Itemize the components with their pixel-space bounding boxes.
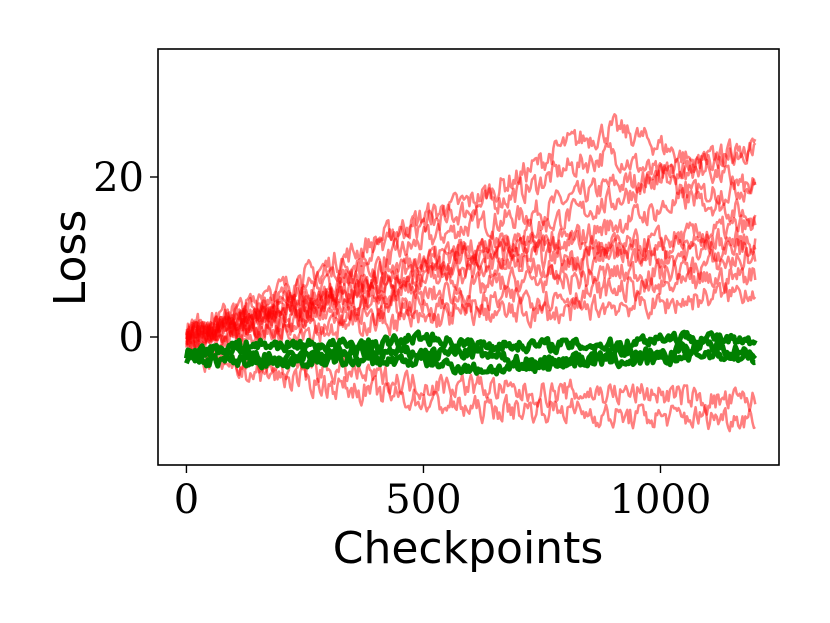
y-tick-label: 20 bbox=[93, 155, 144, 201]
x-tick-label: 500 bbox=[385, 477, 461, 523]
green-series-line-15 bbox=[184, 346, 757, 377]
y-tick-label: 0 bbox=[119, 315, 144, 361]
x-tick-label: 1000 bbox=[610, 477, 712, 523]
axis-ticks: 0 500 1000 0 20 bbox=[93, 155, 711, 523]
x-axis-label: Checkpoints bbox=[333, 523, 604, 574]
y-axis-label: Loss bbox=[45, 210, 96, 307]
x-tick-label: 0 bbox=[174, 477, 199, 523]
plot-frame bbox=[157, 48, 780, 466]
series-lines bbox=[183, 113, 758, 433]
green-series-line-16 bbox=[183, 329, 758, 360]
red-series-line-11 bbox=[185, 281, 757, 349]
red-series-line-9 bbox=[185, 246, 757, 351]
red-series-line-8 bbox=[185, 237, 757, 348]
red-series-line-3 bbox=[185, 113, 757, 341]
red-series-line-12 bbox=[185, 339, 756, 433]
